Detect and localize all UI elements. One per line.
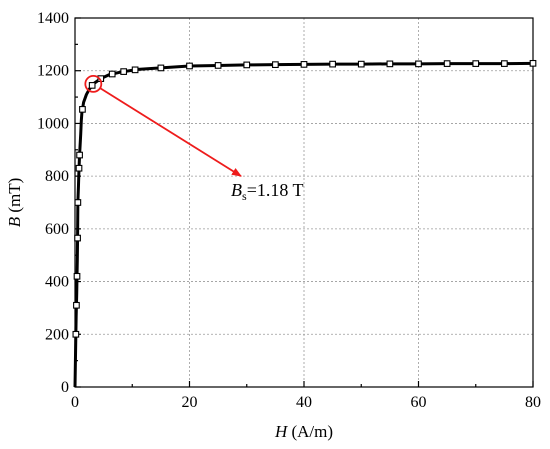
data-point-marker [386, 60, 394, 68]
data-point-marker [74, 234, 81, 242]
y-tick-label: 0 [61, 379, 69, 396]
y-tick-label: 1200 [37, 63, 69, 80]
x-tick-label: 60 [411, 394, 427, 411]
y-tick-label: 1400 [37, 10, 69, 27]
data-point-marker [74, 199, 82, 206]
data-point-marker [72, 330, 80, 338]
saturation-label: Bs=1.18 T [231, 180, 304, 203]
data-point-marker [243, 61, 251, 69]
data-point-marker [501, 60, 508, 67]
x-axis-label: H (A/m) [274, 422, 333, 441]
y-axis-label: B (mT) [5, 178, 24, 228]
data-point-marker [186, 62, 193, 70]
data-point-marker [472, 60, 480, 67]
y-tick-label: 600 [45, 221, 69, 238]
data-point-marker [79, 106, 86, 113]
data-point-marker [157, 64, 165, 72]
x-tick-label: 20 [182, 394, 198, 411]
data-point-marker [120, 68, 128, 75]
x-tick-label: 80 [525, 394, 541, 411]
data-point-marker [300, 61, 308, 68]
data-point-marker [357, 60, 365, 68]
data-point-marker [108, 70, 116, 78]
y-tick-label: 200 [45, 326, 69, 343]
data-point-marker [415, 60, 422, 68]
data-point-marker [329, 60, 336, 68]
y-tick-label: 800 [45, 168, 69, 185]
annotation-arrow [99, 87, 242, 177]
x-tick-label: 40 [296, 394, 312, 411]
data-point-marker [73, 272, 81, 280]
saturation-annotation: Bs=1.18 T [84, 74, 304, 203]
x-tick-label: 0 [71, 394, 79, 411]
grid-lines [75, 18, 533, 387]
y-tick-label: 400 [45, 274, 69, 291]
y-tick-label: 1000 [37, 115, 69, 132]
saturation-circle [84, 74, 103, 93]
data-point-marker [131, 66, 139, 74]
data-point-marker [443, 60, 451, 67]
data-point-marker [272, 61, 279, 69]
data-point-marker [214, 62, 222, 69]
data-point-marker [73, 301, 80, 309]
data-point-marker [76, 151, 83, 159]
series-layer [72, 59, 537, 388]
data-point-marker [75, 164, 83, 172]
data-point-marker [529, 59, 537, 67]
data-point-marker [88, 82, 96, 89]
